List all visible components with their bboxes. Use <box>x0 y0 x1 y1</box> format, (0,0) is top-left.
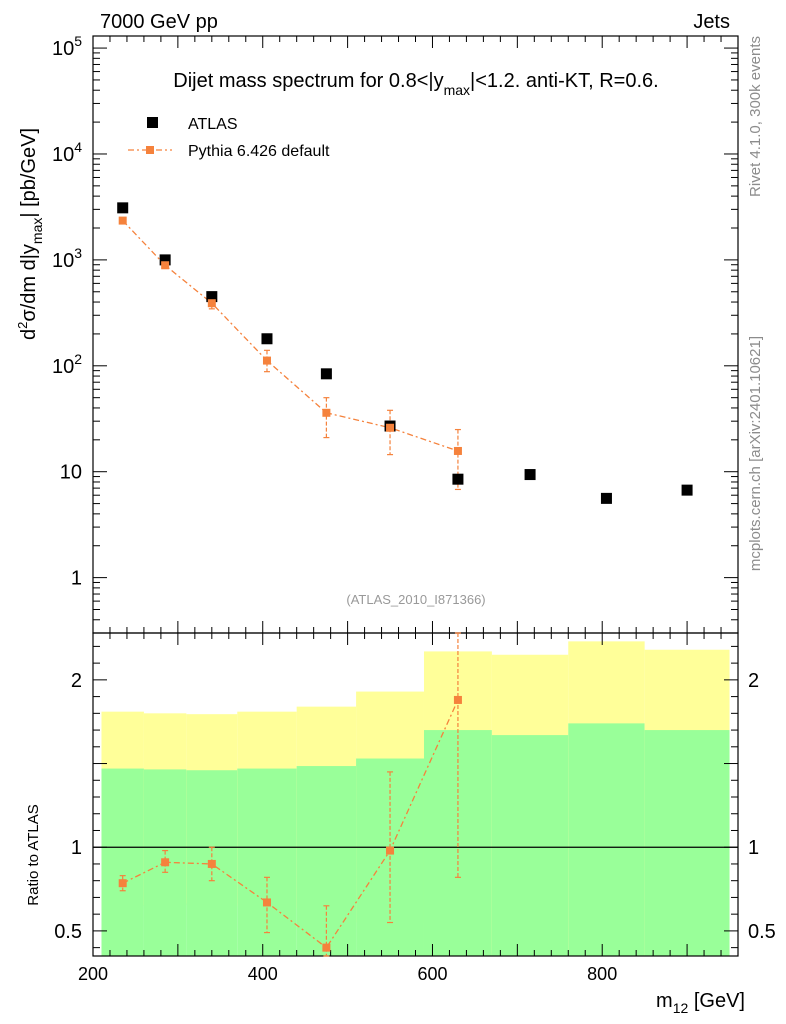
ratio-pythia-point <box>322 943 331 952</box>
atlas-data-point <box>524 469 536 481</box>
atlas-data-point <box>320 368 332 380</box>
analysis-annotation: (ATLAS_2010_I871366) <box>346 592 485 607</box>
atlas-data-point <box>600 492 612 504</box>
ratio-pythia-point <box>386 846 395 855</box>
legend: ATLAS Pythia 6.426 default <box>128 116 330 160</box>
atlas-data-point <box>681 484 693 496</box>
header-right: Jets <box>693 11 730 33</box>
legend-marker-pythia <box>146 146 154 154</box>
top-y-axis-label: d2σ/dm d|ymax| [pb/GeV] <box>15 128 45 340</box>
chart-title: Dijet mass spectrum for 0.8<|ymax|<1.2. … <box>173 70 658 98</box>
y-tick-label: 10 <box>60 462 82 484</box>
ratio-pythia-point <box>161 858 170 867</box>
pythia-data-point <box>118 216 127 225</box>
data-marks-layer <box>117 202 693 957</box>
legend-label-pythia: Pythia 6.426 default <box>188 143 330 160</box>
ratio-y-axis-label: Ratio to ATLAS <box>25 804 42 905</box>
ratio-pythia-point <box>453 695 462 704</box>
ratio-y-tick-label-right: 2 <box>748 670 759 692</box>
pythia-line <box>122 220 459 452</box>
atlas-data-point <box>452 473 464 485</box>
x-tick-label: 800 <box>587 964 617 984</box>
pythia-data-point <box>386 423 395 432</box>
ratio-pythia-point <box>118 879 127 888</box>
pythia-data-point <box>262 356 271 365</box>
rivet-version-label: Rivet 4.1.0, 300k events <box>747 36 764 197</box>
band-inner-bin <box>644 730 730 956</box>
atlas-data-point <box>261 333 273 345</box>
band-inner-bin <box>101 768 144 956</box>
pythia-data-point <box>207 299 216 308</box>
band-inner-bin <box>491 735 569 956</box>
atlas-data-point <box>117 202 129 214</box>
ratio-y-tick-label-right: 0.5 <box>748 921 776 943</box>
ratio-uncertainty-bands <box>101 641 730 956</box>
ratio-y-tick-label-left: 0.5 <box>54 921 82 943</box>
ratio-y-tick-label-left: 1 <box>71 837 82 859</box>
y-tick-label: 1 <box>71 568 82 590</box>
pythia-data-point <box>453 446 462 455</box>
y-tick-label: 103 <box>52 245 82 272</box>
pythia-data-point <box>161 261 170 270</box>
x-tick-label: 200 <box>78 964 108 984</box>
y-tick-label: 105 <box>52 33 82 60</box>
ratio-y-tick-label-left: 2 <box>71 670 82 692</box>
legend-marker-atlas <box>147 117 158 128</box>
band-inner-bin <box>568 723 645 956</box>
x-axis-label: m12 [GeV] <box>656 990 745 1016</box>
legend-label-atlas: ATLAS <box>188 116 238 133</box>
ratio-pythia-point <box>262 898 271 907</box>
y-tick-label: 102 <box>52 351 82 378</box>
x-tick-label: 600 <box>417 964 447 984</box>
axes-layer: 200 400 600 800 1 10 102 103 104 105 0.5 0.5 1 1 2 2 <box>52 33 776 984</box>
y-tick-label: 104 <box>52 139 82 166</box>
header-left: 7000 GeV pp <box>100 11 218 33</box>
atlas-data-point <box>159 254 171 266</box>
ratio-pythia-point <box>207 859 216 868</box>
atlas-data-point <box>206 291 218 303</box>
ratio-y-tick-label-right: 1 <box>748 837 759 859</box>
mcplots-label: mcplots.cern.ch [arXiv:2401.10621] <box>747 336 764 571</box>
x-tick-label: 400 <box>248 964 278 984</box>
band-inner-bin <box>237 768 297 956</box>
pythia-data-point <box>322 408 331 417</box>
